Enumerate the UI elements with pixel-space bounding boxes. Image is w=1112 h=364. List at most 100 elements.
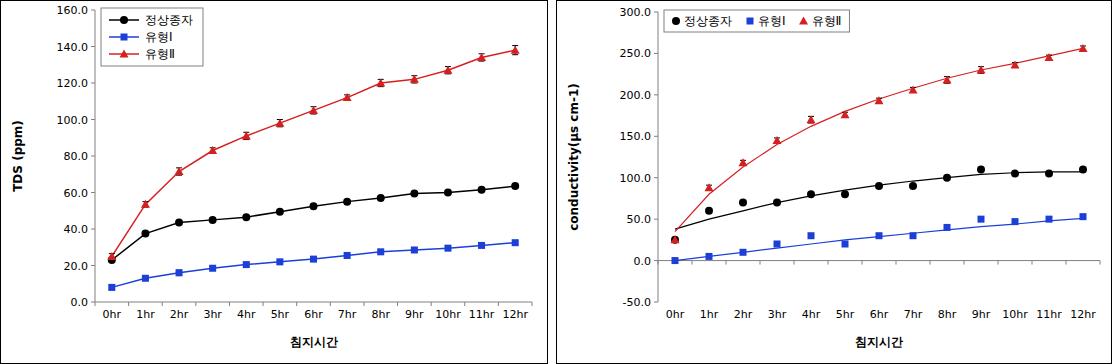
marker-square xyxy=(740,249,747,256)
y-tick-label: 200.0 xyxy=(620,89,652,102)
legend-marker xyxy=(799,17,808,25)
x-tick xyxy=(363,302,364,306)
marker-circle xyxy=(276,208,284,216)
marker-square xyxy=(209,265,216,272)
marker-circle xyxy=(807,190,815,198)
y-tick xyxy=(91,83,95,84)
y-tick xyxy=(91,229,95,230)
marker-square xyxy=(142,275,149,282)
y-tick-label: 20.0 xyxy=(64,260,89,273)
marker-square xyxy=(276,258,283,265)
x-tick-label: 5hr xyxy=(271,308,290,321)
x-tick-label: 8hr xyxy=(371,308,390,321)
y-tick-label: 80.0 xyxy=(64,150,89,163)
marker-circle xyxy=(444,189,452,197)
y-tick xyxy=(91,46,95,47)
marker-square xyxy=(876,232,883,239)
marker-circle xyxy=(739,199,747,207)
x-tick xyxy=(95,302,96,306)
marker-triangle xyxy=(443,66,452,74)
y-tick xyxy=(654,136,658,137)
marker-square xyxy=(910,232,917,239)
y-tick-label: 50.0 xyxy=(627,213,652,226)
marker-circle xyxy=(671,236,679,244)
marker-circle xyxy=(410,189,418,197)
x-tick-label: 11hr xyxy=(1036,308,1062,321)
marker-square xyxy=(672,257,679,264)
marker-square xyxy=(978,216,985,223)
x-tick-label: 12hr xyxy=(502,308,528,321)
x-tick-label: 8hr xyxy=(938,308,957,321)
trend-line xyxy=(675,172,1083,229)
legend-marker xyxy=(672,17,680,25)
x-tick-label: 6hr xyxy=(304,308,323,321)
marker-circle xyxy=(478,186,486,194)
x-tick xyxy=(692,261,693,265)
y-tick-label: 250.0 xyxy=(620,47,652,60)
marker-square xyxy=(478,242,485,249)
x-axis-title: 침지시간 xyxy=(290,335,338,349)
x-tick xyxy=(330,302,331,306)
marker-circle xyxy=(343,198,351,206)
marker-triangle xyxy=(909,85,918,93)
marker-circle xyxy=(909,182,917,190)
marker-triangle xyxy=(739,158,748,166)
legend-label: 유형Ⅱ xyxy=(145,47,175,61)
x-tick-label: 2hr xyxy=(734,308,753,321)
y-tick xyxy=(654,177,658,178)
y-tick-label: 150.0 xyxy=(620,130,652,143)
legend: 정상종자유형Ⅰ유형Ⅱ xyxy=(664,10,849,32)
marker-triangle xyxy=(1045,53,1054,61)
x-tick xyxy=(760,261,761,265)
x-tick-label: 12hr xyxy=(1070,308,1096,321)
y-tick-label: 60.0 xyxy=(64,187,89,200)
marker-triangle xyxy=(107,252,116,260)
marker-square xyxy=(808,232,815,239)
x-tick xyxy=(1032,261,1033,265)
marker-circle xyxy=(175,219,183,227)
x-axis xyxy=(95,302,532,303)
marker-circle xyxy=(1079,165,1087,173)
y-tick xyxy=(654,12,658,13)
x-tick xyxy=(828,261,829,265)
y-tick-label: 40.0 xyxy=(64,223,89,236)
y-tick-label: 120.0 xyxy=(57,77,89,90)
y-tick-label: 100.0 xyxy=(57,114,89,127)
series-line xyxy=(112,186,515,260)
legend-marker xyxy=(121,34,128,41)
legend-box xyxy=(101,8,203,66)
error-bar xyxy=(176,270,182,275)
x-tick-label: 3hr xyxy=(768,308,787,321)
x-tick xyxy=(128,302,129,306)
marker-triangle xyxy=(1011,61,1020,69)
marker-triangle xyxy=(376,79,385,87)
y-tick-label: 0.0 xyxy=(634,255,652,268)
marker-triangle xyxy=(1079,44,1088,52)
marker-triangle xyxy=(671,235,680,243)
marker-circle xyxy=(377,194,385,202)
x-tick-label: 0hr xyxy=(666,308,685,321)
x-tick xyxy=(263,302,264,306)
x-tick-label: 9hr xyxy=(405,308,424,321)
x-tick xyxy=(862,261,863,265)
marker-square xyxy=(176,269,183,276)
marker-circle xyxy=(242,213,250,221)
marker-square xyxy=(1046,216,1053,223)
x-tick xyxy=(964,261,965,265)
marker-circle xyxy=(209,216,217,224)
marker-square xyxy=(243,261,250,268)
y-axis xyxy=(658,12,659,302)
marker-square xyxy=(842,241,849,248)
marker-circle xyxy=(310,202,318,210)
trend-line xyxy=(675,48,1083,231)
x-axis xyxy=(658,260,1100,261)
x-tick xyxy=(431,302,432,306)
y-tick xyxy=(91,192,95,193)
marker-square xyxy=(774,241,781,248)
legend-marker xyxy=(120,16,128,24)
marker-square xyxy=(444,245,451,252)
y-tick xyxy=(91,156,95,157)
x-tick xyxy=(532,302,533,306)
plot-marks xyxy=(671,44,1088,264)
marker-square xyxy=(344,252,351,259)
